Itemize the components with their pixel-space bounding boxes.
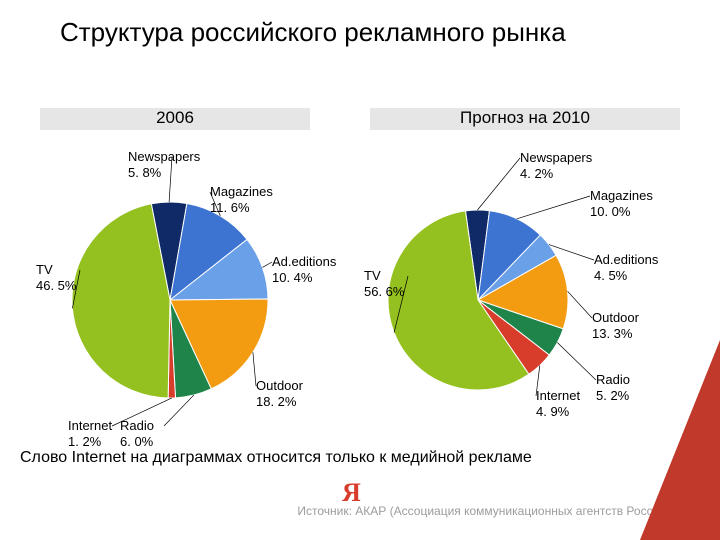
- source-text: Источник: АКАР (Ассоциация коммуникацион…: [297, 504, 670, 520]
- slice-label-newspapers: Newspapers 4. 2%: [520, 150, 592, 181]
- slice-label-ad-editions: Ad.editions 4. 5%: [594, 252, 658, 283]
- slice-label-internet: Internet 4. 9%: [536, 388, 580, 419]
- footnote: Слово Internet на диаграммах относится т…: [20, 448, 532, 467]
- accent-triangle-icon: [640, 340, 720, 540]
- slice-label-magazines: Magazines 10. 0%: [590, 188, 653, 219]
- slide: Структура российского рекламного рынка 2…: [0, 0, 720, 540]
- slice-label-radio: Radio 5. 2%: [596, 372, 630, 403]
- slice-label-tv: TV 56. 6%: [364, 268, 404, 299]
- slice-label-outdoor: Outdoor 13. 3%: [592, 310, 639, 341]
